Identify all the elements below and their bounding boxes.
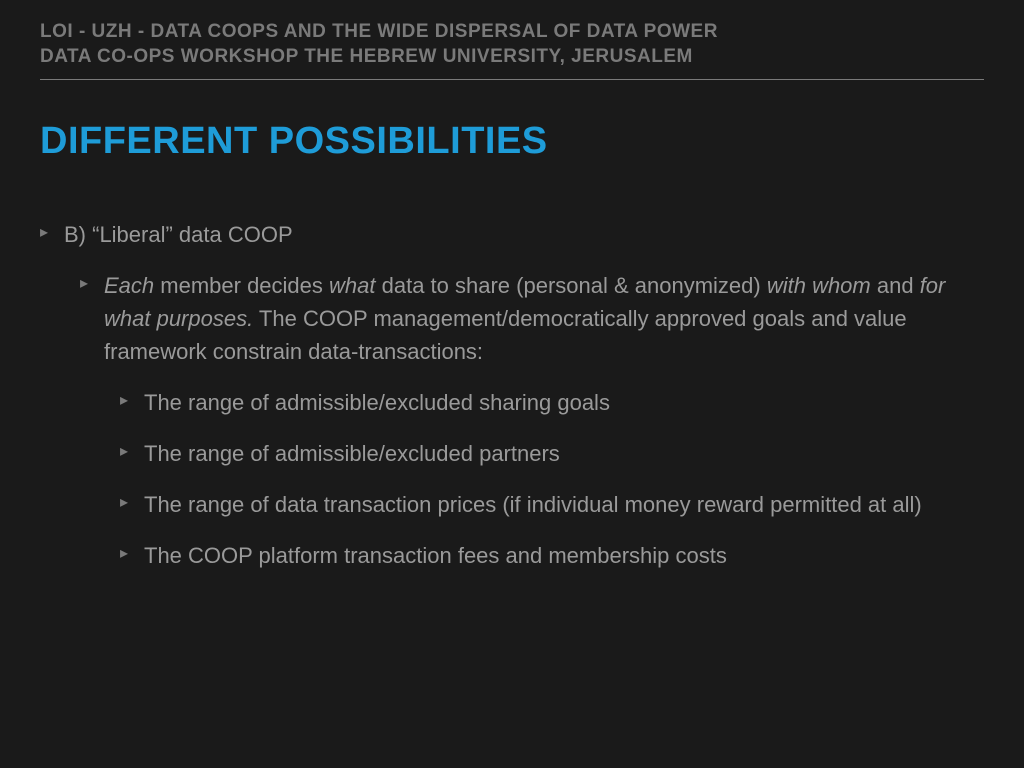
bullet-level3: The range of admissible/excluded sharing… xyxy=(120,386,984,419)
bullet-level1: B) “Liberal” data COOP xyxy=(40,218,984,251)
emphasis: with whom xyxy=(767,273,871,298)
slide-container: LOI - UZH - DATA COOPS AND THE WIDE DISP… xyxy=(0,0,1024,768)
emphasis: what xyxy=(329,273,375,298)
emphasis: Each xyxy=(104,273,154,298)
bullet-text: The range of admissible/excluded sharing… xyxy=(144,390,610,415)
bullet-text: Each member decides what data to share (… xyxy=(104,273,945,364)
text-run: member decides xyxy=(154,273,329,298)
text-run: data to share (personal & anonymized) xyxy=(376,273,767,298)
bullet-level2: Each member decides what data to share (… xyxy=(80,269,984,368)
header-divider xyxy=(40,79,984,80)
header-line-1: LOI - UZH - DATA COOPS AND THE WIDE DISP… xyxy=(40,20,984,45)
bullet-text: B) “Liberal” data COOP xyxy=(64,222,293,247)
slide-content: B) “Liberal” data COOP Each member decid… xyxy=(40,218,984,572)
header-line-2: DATA CO-OPS WORKSHOP THE HEBREW UNIVERSI… xyxy=(40,45,984,70)
bullet-level3: The range of admissible/excluded partner… xyxy=(120,437,984,470)
bullet-text: The range of data transaction prices (if… xyxy=(144,492,922,517)
slide-title: DIFFERENT POSSIBILITIES xyxy=(40,120,984,163)
bullet-level3: The COOP platform transaction fees and m… xyxy=(120,539,984,572)
text-run: and xyxy=(871,273,920,298)
bullet-text: The COOP platform transaction fees and m… xyxy=(144,543,727,568)
bullet-text: The range of admissible/excluded partner… xyxy=(144,441,560,466)
slide-header: LOI - UZH - DATA COOPS AND THE WIDE DISP… xyxy=(40,20,984,69)
bullet-level3: The range of data transaction prices (if… xyxy=(120,488,984,521)
